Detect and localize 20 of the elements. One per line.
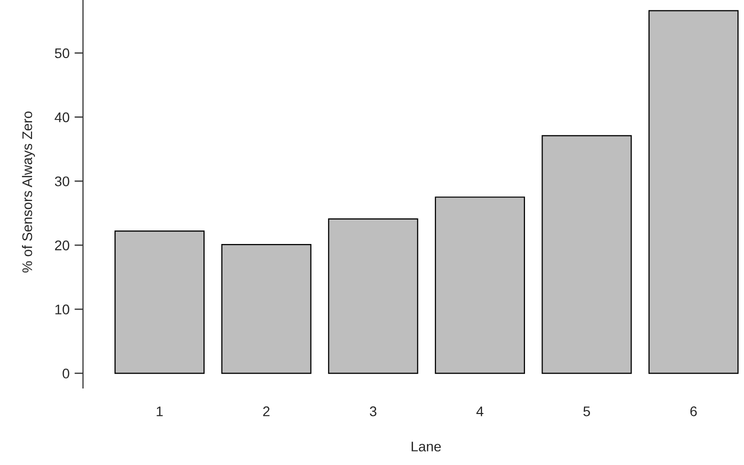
x-tick-label: 3	[370, 406, 376, 416]
bar	[221, 244, 312, 374]
y-tick-label: 0	[62, 368, 70, 378]
y-tick-label: 40	[54, 112, 70, 122]
x-axis-title: Lane	[412, 442, 441, 452]
bar	[542, 135, 632, 374]
bar	[648, 10, 739, 374]
y-tick-label: 50	[54, 48, 70, 58]
x-tick-label: 6	[690, 406, 697, 416]
bar	[434, 196, 525, 374]
bar	[114, 230, 205, 374]
x-tick-label: 1	[156, 406, 163, 416]
y-axis-title: % of Sensors Always Zero	[22, 112, 35, 273]
x-tick-label: 5	[583, 406, 590, 416]
y-tick-label: 10	[55, 304, 70, 314]
bar	[328, 218, 418, 374]
y-tick-label: 30	[54, 176, 70, 186]
x-tick-label: 4	[476, 406, 484, 416]
y-tick-label: 20	[55, 240, 70, 250]
x-tick-label: 2	[263, 406, 270, 416]
